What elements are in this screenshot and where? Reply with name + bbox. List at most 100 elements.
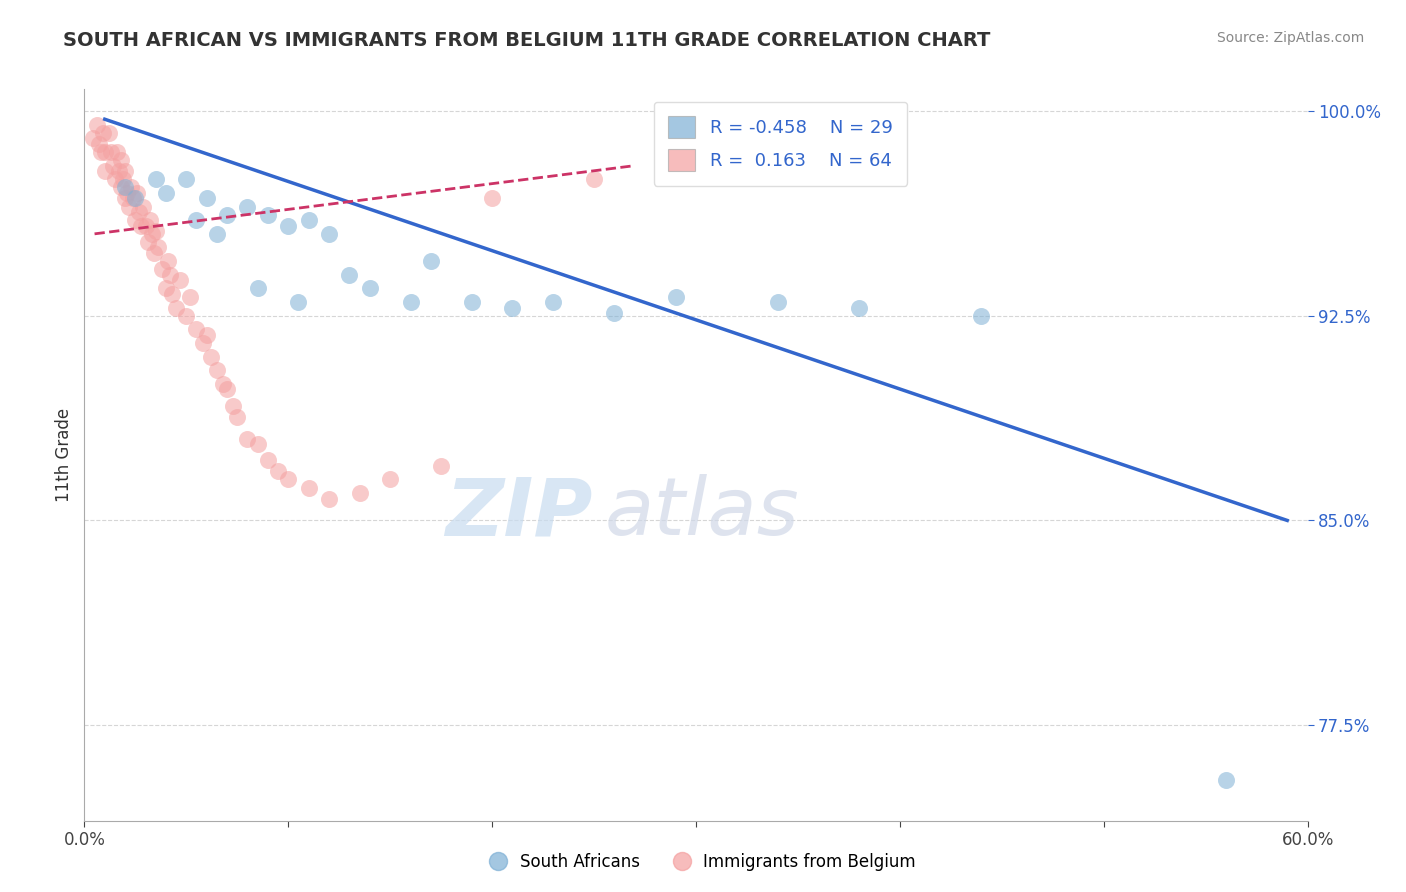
Point xyxy=(110,153,132,168)
Point xyxy=(82,131,104,145)
Point xyxy=(277,473,299,487)
Point xyxy=(159,268,181,282)
Point xyxy=(155,186,177,200)
Point xyxy=(970,309,993,323)
Point xyxy=(90,145,112,159)
Point xyxy=(145,224,167,238)
Point xyxy=(848,301,870,315)
Point xyxy=(122,191,145,205)
Point xyxy=(179,290,201,304)
Point xyxy=(461,295,484,310)
Point xyxy=(132,200,155,214)
Point xyxy=(145,172,167,186)
Text: Source: ZipAtlas.com: Source: ZipAtlas.com xyxy=(1216,31,1364,45)
Point xyxy=(420,254,443,268)
Point xyxy=(146,240,169,254)
Point xyxy=(195,191,218,205)
Legend: South Africans, Immigrants from Belgium: South Africans, Immigrants from Belgium xyxy=(482,845,924,880)
Point xyxy=(142,246,165,260)
Point xyxy=(603,306,626,320)
Text: atlas: atlas xyxy=(605,475,799,552)
Point xyxy=(217,383,239,397)
Point xyxy=(191,336,214,351)
Point xyxy=(583,172,606,186)
Point xyxy=(100,145,122,159)
Point xyxy=(124,213,146,227)
Point xyxy=(160,286,183,301)
Point xyxy=(128,205,150,219)
Text: SOUTH AFRICAN VS IMMIGRANTS FROM BELGIUM 11TH GRADE CORRELATION CHART: SOUTH AFRICAN VS IMMIGRANTS FROM BELGIUM… xyxy=(63,31,991,50)
Point xyxy=(399,295,422,310)
Point xyxy=(108,164,131,178)
Point xyxy=(150,262,173,277)
Point xyxy=(236,432,259,446)
Point xyxy=(86,118,108,132)
Point xyxy=(257,208,280,222)
Point xyxy=(359,281,381,295)
Point xyxy=(246,437,269,451)
Point xyxy=(236,200,259,214)
Point xyxy=(101,159,124,173)
Point xyxy=(318,491,340,506)
Point xyxy=(1215,772,1237,787)
Point xyxy=(141,227,163,241)
Point xyxy=(222,399,245,413)
Point xyxy=(502,301,524,315)
Point xyxy=(186,322,208,336)
Point xyxy=(766,295,789,310)
Point xyxy=(135,219,157,233)
Point xyxy=(226,409,249,424)
Point xyxy=(481,191,503,205)
Point xyxy=(105,145,128,159)
Point xyxy=(165,301,187,315)
Point xyxy=(298,213,321,227)
Point xyxy=(120,180,142,194)
Point xyxy=(174,309,197,323)
Point xyxy=(93,164,115,178)
Point xyxy=(246,281,269,295)
Point xyxy=(200,350,222,364)
Point xyxy=(205,363,228,377)
Point xyxy=(430,458,453,473)
Point xyxy=(114,164,136,178)
Point xyxy=(217,208,239,222)
Point xyxy=(257,453,280,467)
Point xyxy=(93,145,115,159)
Point xyxy=(267,464,290,478)
Point xyxy=(91,126,114,140)
Point xyxy=(87,136,110,151)
Point xyxy=(114,191,136,205)
Point xyxy=(156,254,179,268)
Point xyxy=(127,186,149,200)
Point xyxy=(131,219,153,233)
Point xyxy=(380,473,402,487)
Point xyxy=(138,213,160,227)
Point xyxy=(287,295,309,310)
Point xyxy=(212,376,235,391)
Point xyxy=(195,327,218,342)
Point xyxy=(104,172,127,186)
Point xyxy=(118,200,141,214)
Point xyxy=(97,126,120,140)
Legend: R = -0.458    N = 29, R =  0.163    N = 64: R = -0.458 N = 29, R = 0.163 N = 64 xyxy=(654,102,907,186)
Point xyxy=(298,481,321,495)
Point xyxy=(349,486,371,500)
Point xyxy=(277,219,299,233)
Point xyxy=(114,180,136,194)
Point xyxy=(112,172,135,186)
Text: ZIP: ZIP xyxy=(444,475,592,552)
Point xyxy=(110,180,132,194)
Y-axis label: 11th Grade: 11th Grade xyxy=(55,408,73,502)
Point xyxy=(115,186,138,200)
Point xyxy=(665,290,688,304)
Point xyxy=(186,213,208,227)
Point xyxy=(174,172,197,186)
Point xyxy=(339,268,361,282)
Point xyxy=(205,227,228,241)
Point xyxy=(124,191,146,205)
Point xyxy=(155,281,177,295)
Point xyxy=(169,273,191,287)
Point xyxy=(543,295,565,310)
Point xyxy=(318,227,340,241)
Point xyxy=(136,235,159,249)
